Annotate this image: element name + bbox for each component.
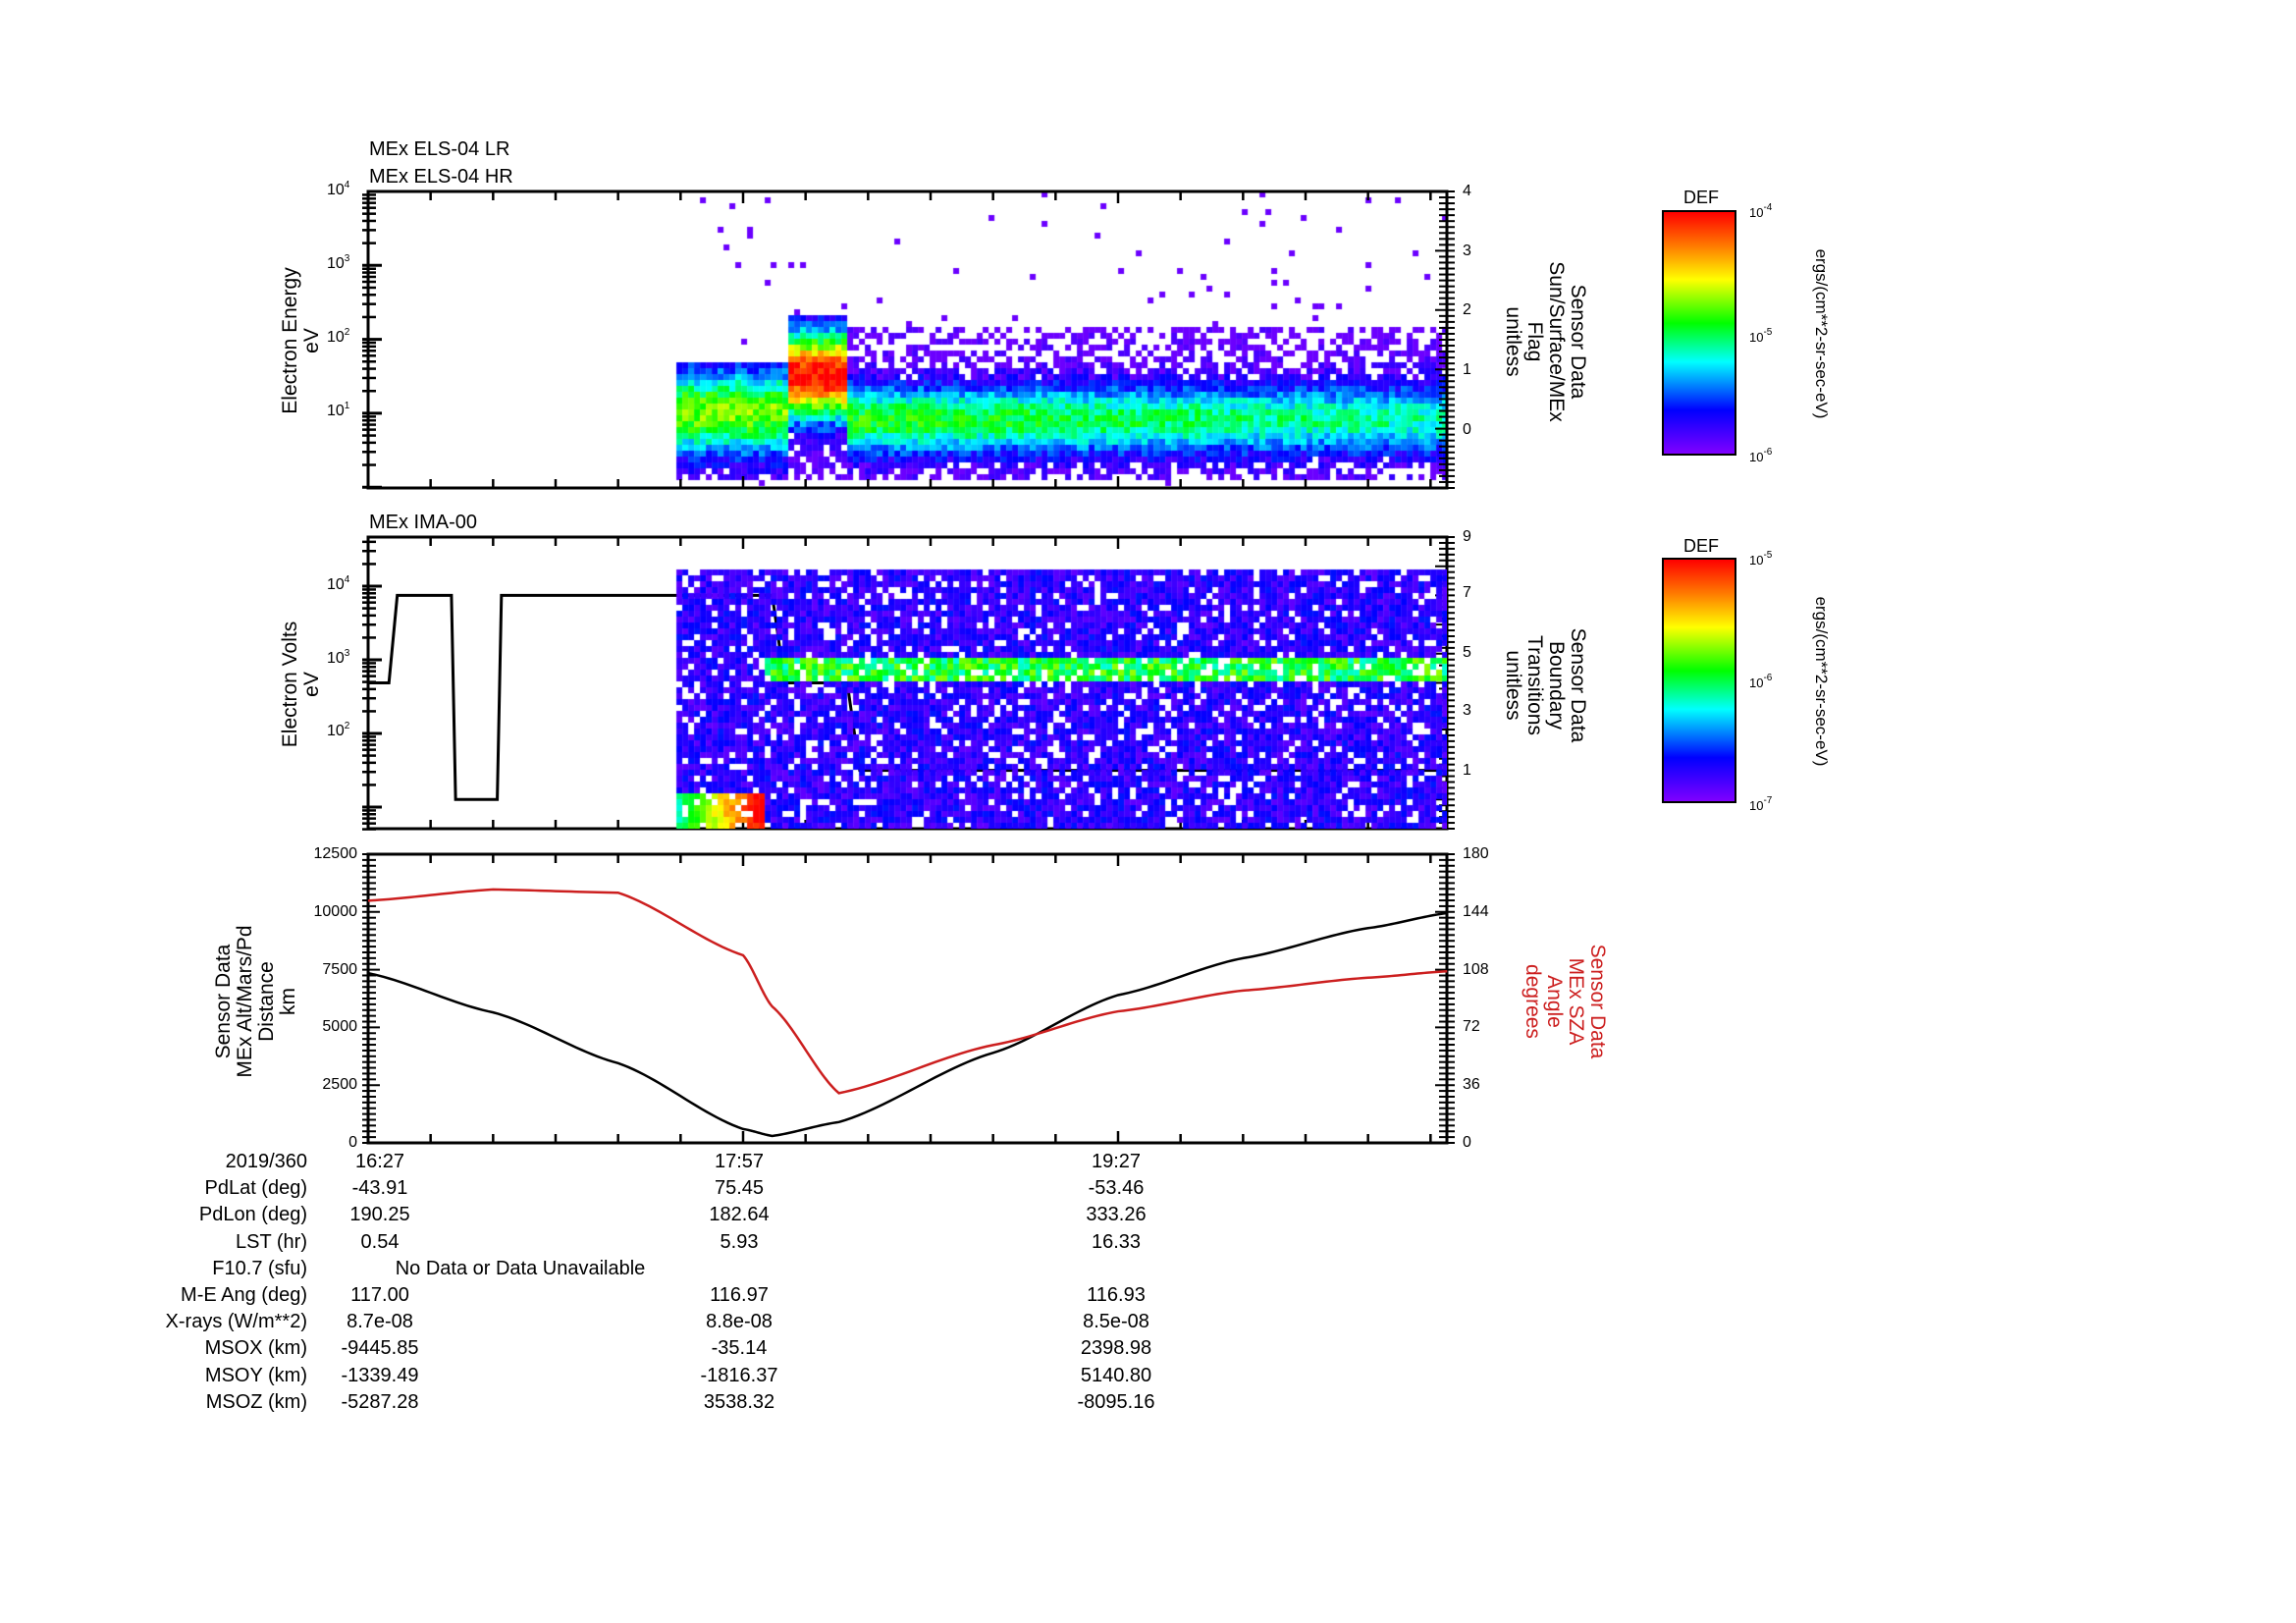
panel1-title-lr: MEx ELS-04 LR [369, 138, 510, 160]
table-cell: 182.64 [709, 1204, 770, 1225]
colorbar1-tick: 10-5 [1749, 327, 1773, 345]
panel2-left-axis-label: Electron Volts eV [279, 621, 323, 748]
table-row-label: MSOX (km) [204, 1337, 307, 1359]
panel2-ytick: 103 [327, 648, 350, 667]
table-cell: 2398.98 [1080, 1337, 1152, 1359]
colorbar2 [1662, 558, 1736, 803]
panel1-ytick: 102 [327, 327, 350, 346]
ephemeris-table: 2019/360 16:27 17:57 19:27 PdLat (deg) -4… [0, 1149, 1472, 1443]
panel2-right-ytick: 9 [1463, 528, 1471, 545]
table-cell: 16.33 [1091, 1231, 1142, 1253]
table-cell: 8.8e-08 [706, 1311, 773, 1332]
time-label: 16:27 [354, 1151, 405, 1172]
date-label: 2019/360 [225, 1151, 307, 1172]
panel1-title-hr: MEx ELS-04 HR [369, 166, 513, 188]
panel2-right-ytick: 1 [1463, 762, 1471, 779]
panel3-ytick: 12500 [313, 845, 358, 862]
table-cell: -1339.49 [341, 1365, 419, 1386]
table-cell: -5287.28 [341, 1391, 419, 1413]
panel3-right-ytick: 108 [1463, 961, 1489, 978]
time-label: 19:27 [1091, 1151, 1142, 1172]
panel3-right-ytick: 144 [1463, 903, 1489, 920]
table-cell: 0.54 [360, 1231, 400, 1253]
table-row-label: PdLat (deg) [204, 1177, 307, 1199]
panel1-right-ytick: 0 [1463, 421, 1471, 438]
panel3-ytick: 10000 [313, 903, 358, 920]
table-cell: 8.7e-08 [347, 1311, 413, 1332]
table-cell: -35.14 [711, 1337, 768, 1359]
ion-spectrogram [368, 537, 1447, 829]
table-row-label: X-rays (W/m**2) [165, 1311, 307, 1332]
panel3-right-ytick: 180 [1463, 845, 1489, 862]
table-cell: 190.25 [349, 1204, 410, 1225]
table-row-label: MSOY (km) [204, 1365, 307, 1386]
panel1-right-ytick: 2 [1463, 301, 1471, 318]
panel2-right-ytick: 5 [1463, 644, 1471, 661]
table-row-label: PdLon (deg) [198, 1204, 307, 1225]
colorbar1-tick: 10-6 [1749, 447, 1773, 464]
panel1-right-ytick: 1 [1463, 361, 1471, 378]
panel1-left-axis-label: Electron Energy eV [279, 267, 323, 414]
panel2-title: MEx IMA-00 [369, 512, 478, 533]
electron-spectrogram [368, 191, 1447, 488]
colorbar1-title: DEF [1683, 188, 1719, 207]
colorbar2-units: ergs/(cm**2-sr-sec-eV) [1812, 596, 1831, 767]
panel2-ytick: 104 [327, 574, 350, 593]
colorbar1-tick: 10-4 [1749, 202, 1773, 220]
table-cell: 116.97 [710, 1284, 769, 1306]
panel2-right-axis-label: Sensor Data Boundary Transitions unitles… [1502, 627, 1589, 743]
time-label: 17:57 [714, 1151, 765, 1172]
table-cell: 117.00 [350, 1284, 409, 1306]
panel3-left-axis-label: Sensor Data MEx Alt/Mars/Pd Distance km [212, 925, 299, 1078]
table-row-label: M-E Ang (deg) [181, 1284, 307, 1306]
table-cell: 333.26 [1086, 1204, 1147, 1225]
table-cell: -53.46 [1088, 1177, 1145, 1199]
table-cell: 75.45 [714, 1177, 765, 1199]
panel3-right-ytick: 0 [1463, 1134, 1471, 1151]
panel1-right-axis-label: Sensor Data Sun/Surface/MEx Flag unitles… [1502, 261, 1589, 422]
table-cell: -1816.37 [700, 1365, 778, 1386]
table-cell: 116.93 [1087, 1284, 1146, 1306]
panel3-right-ytick: 72 [1463, 1018, 1480, 1035]
panel2-ytick: 102 [327, 721, 350, 739]
table-row-label: LST (hr) [236, 1231, 307, 1253]
table-cell: 8.5e-08 [1083, 1311, 1149, 1332]
table-cell: 3538.32 [703, 1391, 775, 1413]
colorbar2-tick: 10-7 [1749, 795, 1773, 813]
table-row-label: MSOZ (km) [205, 1391, 307, 1413]
panel1-ytick: 104 [327, 180, 350, 198]
colorbar1-units: ergs/(cm**2-sr-sec-eV) [1812, 248, 1831, 419]
colorbar2-tick: 10-5 [1749, 550, 1773, 568]
table-cell: 5140.80 [1080, 1365, 1152, 1386]
panel2-right-ytick: 3 [1463, 702, 1471, 719]
colorbar2-tick: 10-6 [1749, 673, 1773, 690]
colorbar2-title: DEF [1683, 536, 1719, 556]
panel3-ytick: 7500 [322, 961, 357, 978]
table-note: No Data or Data Unavailable [395, 1258, 646, 1279]
panel3-right-ytick: 36 [1463, 1076, 1480, 1093]
colorbar1 [1662, 210, 1736, 456]
panel1-ytick: 101 [327, 401, 350, 419]
table-cell: -9445.85 [341, 1337, 419, 1359]
panel3-right-axis-label: Sensor Data MEx SZA Angle degrees [1522, 944, 1609, 1059]
table-cell: -8095.16 [1077, 1391, 1155, 1413]
panel3-ytick: 2500 [322, 1076, 357, 1093]
panel3-ytick: 5000 [322, 1018, 357, 1035]
table-row-label: F10.7 (sfu) [212, 1258, 307, 1279]
table-cell: 5.93 [720, 1231, 759, 1253]
panel3-ytick: 0 [348, 1134, 357, 1151]
panel1-right-ytick: 4 [1463, 183, 1471, 199]
panel1-ytick: 103 [327, 253, 350, 272]
panel2-right-ytick: 7 [1463, 584, 1471, 601]
panel1-right-ytick: 3 [1463, 243, 1471, 259]
table-cell: -43.91 [351, 1177, 408, 1199]
